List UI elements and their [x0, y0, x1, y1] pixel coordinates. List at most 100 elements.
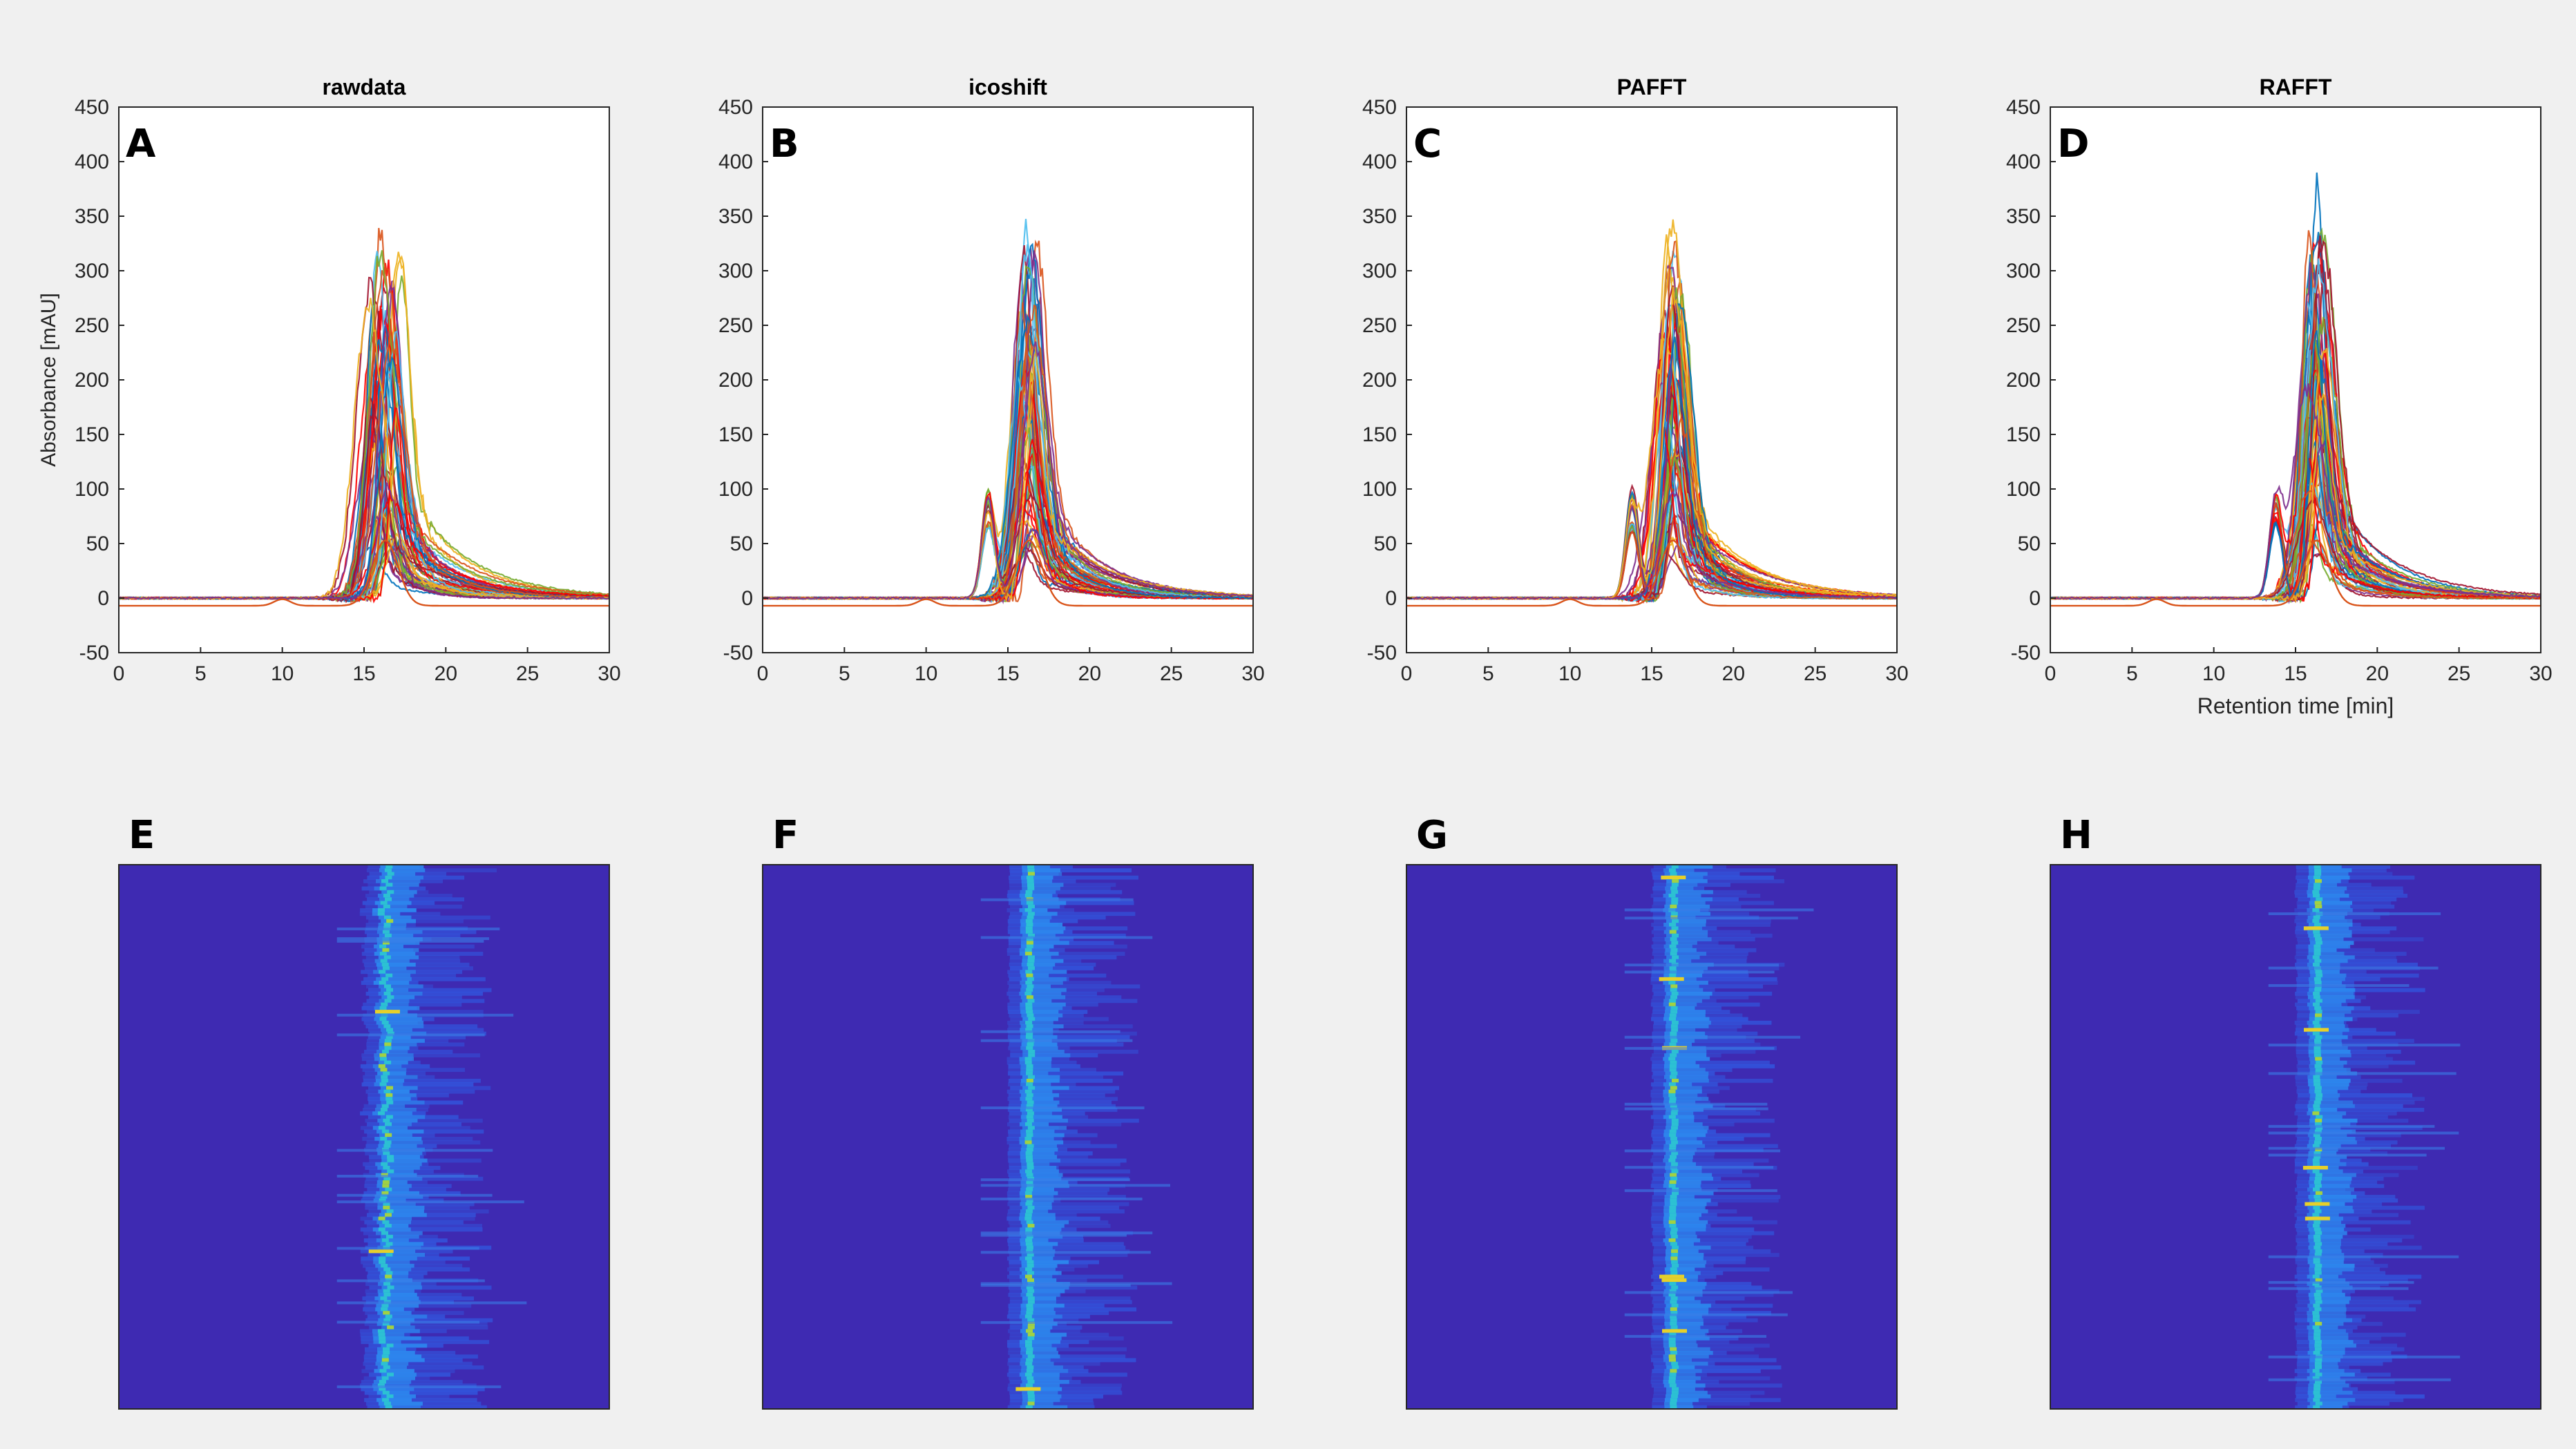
heatmap-row-band [2307, 1169, 2343, 1174]
heatmap-row-peak [1028, 1086, 1036, 1091]
heatmap-row-band [2309, 1006, 2354, 1010]
heatmap-row-max [1661, 1278, 1687, 1283]
heatmap-row-band [1663, 930, 1708, 934]
x-tick-label: 10 [915, 662, 937, 685]
heatmap-row-band [379, 1274, 408, 1279]
heatmap-row-band [1664, 1231, 1696, 1236]
heatmap-row-band [380, 1115, 426, 1120]
heatmap-row-peak [1670, 1394, 1678, 1399]
heatmap-row-band [2309, 1271, 2343, 1276]
heatmap-row-peak [2313, 1195, 2321, 1199]
heatmap-row-peak [1026, 988, 1033, 992]
heatmap-row-tail [364, 1129, 484, 1134]
heatmap-row-band [1021, 1278, 1057, 1283]
x-tick-label: 20 [2366, 662, 2389, 685]
heatmap-row-peak [2312, 1376, 2320, 1381]
heatmap-row-tail [1652, 1369, 1761, 1374]
heatmap-row-tail [366, 1140, 481, 1145]
heatmap-row-tail [1007, 890, 1123, 894]
heatmap-row-band [1020, 1129, 1055, 1134]
heatmap-streak [1624, 1107, 1768, 1111]
heatmap-row-peak [1670, 1086, 1677, 1091]
heatmap-row-peak [2316, 1060, 2323, 1065]
heatmap-row-peak [1669, 959, 1677, 963]
heatmap-row-tail [360, 1227, 483, 1232]
heatmap-row-band [1666, 1329, 1709, 1334]
heatmap-row-tail [365, 1202, 475, 1207]
heatmap-row-peak [386, 1394, 394, 1399]
heatmap-row-peak [383, 915, 391, 920]
heatmap-row-band [1020, 1133, 1065, 1138]
heatmap-row-band [1020, 1078, 1060, 1083]
heatmap-row-band [2307, 915, 2345, 920]
heatmap-row-band [1020, 1209, 1049, 1213]
heatmap-row-tail [1651, 966, 1780, 970]
heatmap-row-peak [2313, 1151, 2321, 1155]
heatmap-row-band [2309, 1191, 2351, 1196]
y-tick-label: 250 [1362, 314, 1397, 337]
heatmap-row-peak [1026, 1115, 1033, 1120]
heatmap-row-peak [2313, 995, 2320, 999]
heatmap-row-max [2305, 1202, 2330, 1207]
heatmap-streak [336, 1279, 485, 1283]
heatmap-row-band [2308, 1046, 2348, 1050]
baseline-trace [1406, 539, 1897, 607]
heatmap-row-peak [386, 1343, 394, 1348]
heatmap-row-peak [1027, 999, 1035, 1004]
heatmap-row-band [1019, 1140, 1064, 1145]
chromatogram-trace [1406, 490, 1898, 600]
heatmap-row-peak [1025, 1155, 1033, 1160]
heatmap-row-peak [1670, 1126, 1678, 1131]
heatmap-row-peak [385, 1271, 393, 1276]
heatmap-row-tail [1652, 1398, 1781, 1403]
heatmap-row-peak [1669, 1224, 1677, 1228]
heatmap-row-peak [1670, 1173, 1677, 1178]
heatmap-row-tail [1651, 1133, 1771, 1138]
heatmap-row-tail [2298, 1093, 2412, 1097]
heatmap-row-band [1019, 1314, 1062, 1319]
heatmap-row-peak [1025, 1020, 1033, 1025]
heatmap-row-band [1020, 1358, 1051, 1363]
heatmap-row-peak [1026, 1347, 1033, 1352]
heatmap-row-band [380, 865, 424, 869]
heatmap-row-peak [1026, 1180, 1033, 1184]
heatmap-row-band [374, 1082, 403, 1087]
heatmap-row-band [381, 988, 409, 992]
heatmap-row-band [1020, 1198, 1054, 1203]
x-tick-label: 0 [1401, 662, 1413, 685]
heatmap-row-tail [365, 1176, 484, 1181]
heatmap-row-tail [365, 991, 484, 996]
y-tick-label: 200 [75, 369, 109, 392]
heatmap-row-tail [368, 1086, 491, 1091]
heatmap-row-tail [1008, 1024, 1133, 1028]
heatmap-row-peak [1027, 1325, 1035, 1330]
heatmap-row-band [378, 1282, 421, 1286]
heatmap-row-peak [2315, 1401, 2322, 1406]
heatmap-row-tail [1008, 1307, 1137, 1312]
heatmap-row-peak [1024, 1274, 1032, 1279]
heatmap-row-peak [2316, 973, 2323, 978]
heatmap-row-peak [1024, 908, 1032, 912]
heatmap-row-band [1665, 1162, 1697, 1167]
heatmap-row-band [2310, 1060, 2347, 1065]
heatmap-row-peak [1026, 1078, 1033, 1083]
x-tick-label: 20 [435, 662, 457, 685]
heatmap-row-band [1019, 1343, 1052, 1348]
heatmap-row-peak [380, 1137, 388, 1141]
heatmap-row-tail [368, 919, 464, 923]
heatmap-row-band [1022, 933, 1056, 938]
y-tick-label: 50 [86, 532, 109, 555]
heatmap-row-band [381, 1155, 421, 1160]
heatmap-row-band [1663, 1282, 1707, 1286]
heatmap-row-tail [360, 1126, 470, 1131]
y-tick-label: 150 [75, 423, 109, 446]
heatmap-row-band [376, 1321, 411, 1326]
heatmap-row-peak [1668, 1082, 1676, 1087]
heatmap-row-tail [1010, 933, 1126, 938]
heatmap-row-band [1020, 1158, 1060, 1163]
heatmap-row-band [372, 912, 401, 917]
heatmap-row-band [2308, 1039, 2342, 1044]
trace-series [118, 228, 610, 607]
heatmap-row-tail [2297, 1057, 2393, 1062]
heatmap-row-tail [2294, 1144, 2392, 1149]
